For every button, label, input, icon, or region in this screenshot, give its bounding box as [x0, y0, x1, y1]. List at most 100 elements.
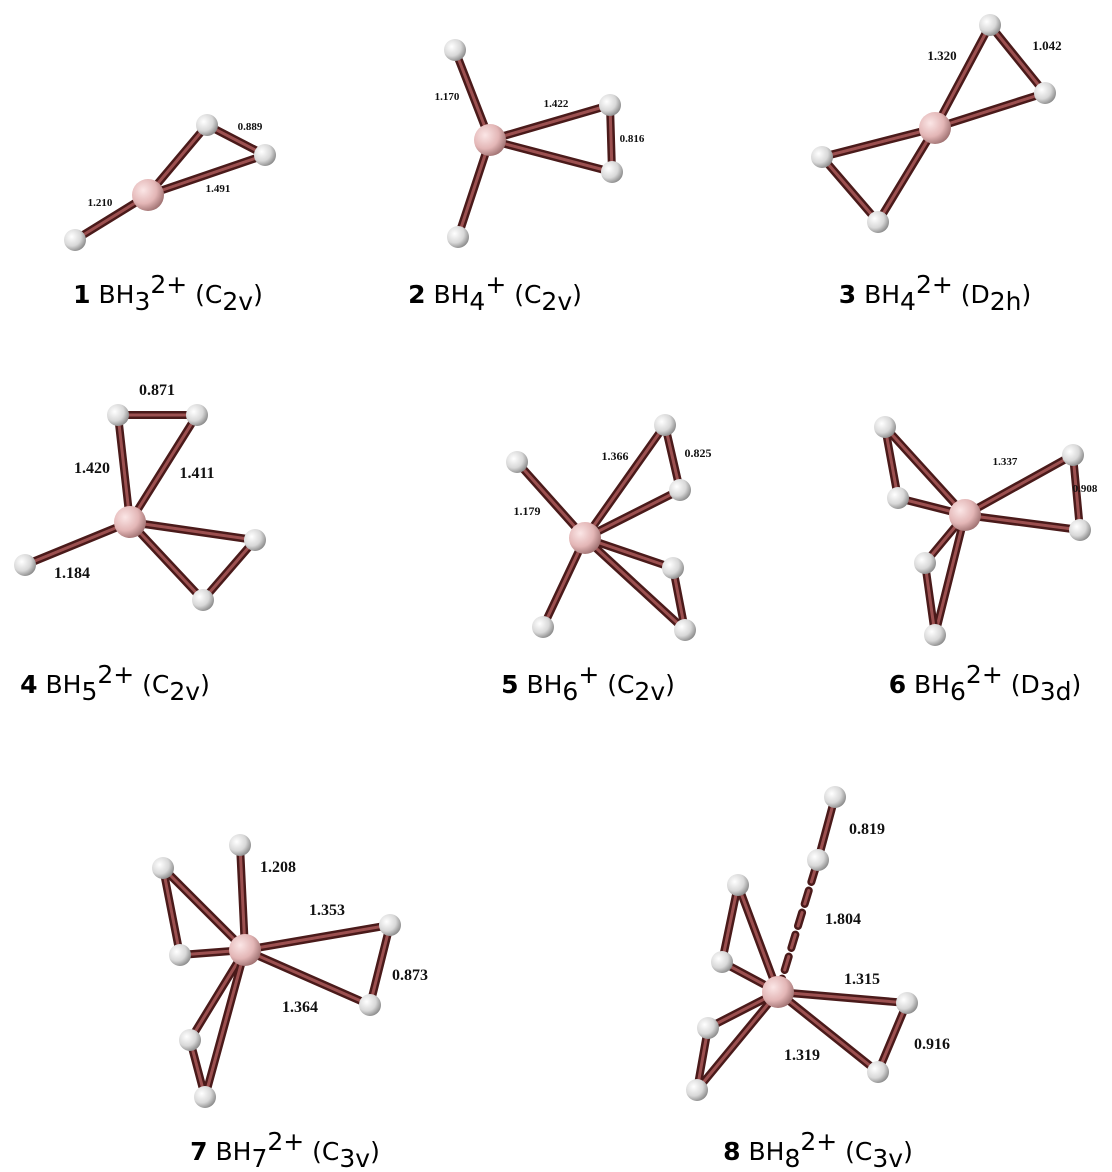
h-atom: [811, 146, 833, 168]
h-atom: [152, 857, 174, 879]
bond-length: 1.319: [784, 1047, 820, 1064]
figure: 1.2100.8891.4911 BH32+ (C2v)1.1701.4220.…: [0, 0, 1112, 1172]
b-atom: [229, 934, 261, 966]
h-atom: [107, 404, 129, 426]
bond-highlight: [490, 140, 612, 172]
h-atom: [867, 211, 889, 233]
h-atom: [1062, 444, 1084, 466]
h-atom: [697, 1017, 719, 1039]
caption-part: 3d: [1040, 677, 1072, 706]
bond-length: 1.320: [927, 48, 956, 63]
caption-part: 7: [190, 1137, 207, 1166]
caption: 2 BH4+ (C2v): [408, 270, 582, 316]
caption-part: ): [572, 280, 582, 309]
h-atom: [654, 414, 676, 436]
caption-part: ): [200, 670, 210, 699]
caption: 7 BH72+ (C3v): [190, 1127, 380, 1172]
caption-part: (C: [599, 670, 634, 699]
h-atom: [244, 529, 266, 551]
bond-length: 1.179: [514, 504, 541, 518]
caption-part: (C: [134, 670, 169, 699]
caption-part: 2+: [916, 270, 953, 299]
caption-part: BH: [38, 670, 82, 699]
bond-length: 0.816: [620, 133, 645, 145]
h-atom: [1069, 519, 1091, 541]
bond-highlight: [965, 455, 1073, 515]
h-atom: [194, 1086, 216, 1108]
caption-part: (C: [187, 280, 222, 309]
h-atom: [601, 161, 623, 183]
h-atom: [896, 992, 918, 1014]
caption-part: +: [485, 270, 506, 299]
caption-part: 6: [950, 677, 966, 706]
caption-part: 6: [562, 677, 578, 706]
h-atom: [532, 616, 554, 638]
h-atom: [711, 951, 733, 973]
b-atom: [114, 506, 146, 538]
bond-highlight: [25, 522, 130, 565]
h-atom: [169, 944, 191, 966]
caption-part: 2v: [169, 677, 200, 706]
bond-highlight: [203, 540, 255, 600]
caption-part: BH: [208, 1137, 252, 1166]
caption-part: BH: [741, 1137, 785, 1166]
h-atom: [229, 834, 251, 856]
h-atom: [179, 1029, 201, 1051]
h-atom: [379, 914, 401, 936]
bond-length: 0.825: [685, 446, 712, 460]
bond-length: 1.315: [844, 971, 880, 988]
bond-length: 0.819: [849, 821, 885, 838]
caption-part: 2h: [990, 287, 1022, 316]
caption-part: 3: [134, 287, 150, 316]
molecule: 1.1701.4220.8162 BH4+ (C2v): [408, 39, 645, 316]
caption-part: +: [578, 660, 599, 689]
bond-highlight: [370, 925, 390, 1005]
h-atom: [359, 994, 381, 1016]
caption-part: 8: [723, 1137, 740, 1166]
bond-length: 0.871: [139, 382, 175, 399]
h-atom: [447, 226, 469, 248]
caption-part: 2+: [97, 660, 134, 689]
caption-part: 4: [469, 287, 485, 316]
molecule: 1.3201.0423 BH42+ (D2h): [811, 14, 1062, 316]
h-atom: [686, 1079, 708, 1101]
h-atom: [599, 94, 621, 116]
bond-length: 1.184: [54, 565, 90, 582]
caption: 1 BH32+ (C2v): [73, 270, 263, 316]
b-atom: [919, 112, 951, 144]
molecule: 1.2081.3530.8731.3647 BH72+ (C3v): [152, 834, 428, 1172]
caption-part: 2v: [222, 287, 253, 316]
caption-part: BH: [519, 670, 563, 699]
caption-part: 1: [73, 280, 90, 309]
caption-part: 4: [900, 287, 916, 316]
caption-part: 3: [839, 280, 856, 309]
bond-length: 1.170: [435, 91, 460, 103]
bond-length: 1.210: [88, 197, 113, 209]
caption-part: (D: [1003, 670, 1040, 699]
h-atom: [196, 114, 218, 136]
caption-part: BH: [91, 280, 135, 309]
bond-length: 1.491: [206, 183, 231, 195]
bond-highlight: [965, 515, 1080, 530]
h-atom: [979, 14, 1001, 36]
caption-part: 6: [889, 670, 906, 699]
h-atom: [444, 39, 466, 61]
molecule: 1.3660.8251.1795 BH6+ (C2v): [501, 414, 711, 706]
h-atom: [807, 849, 829, 871]
caption-part: (C: [506, 280, 541, 309]
bond-highlight: [118, 415, 130, 522]
bond-highlight: [990, 25, 1045, 93]
caption-part: ): [665, 670, 675, 699]
caption: 6 BH62+ (D3d): [889, 660, 1082, 706]
h-atom: [727, 874, 749, 896]
b-atom: [949, 499, 981, 531]
caption-part: 2+: [267, 1127, 304, 1156]
caption-part: 2+: [800, 1127, 837, 1156]
h-atom: [669, 479, 691, 501]
caption: 3 BH42+ (D2h): [839, 270, 1032, 316]
bond-length: 1.420: [74, 460, 110, 477]
caption-part: 3v: [872, 1144, 903, 1172]
bond-length: 1.353: [309, 902, 345, 919]
caption-part: ): [1022, 280, 1032, 309]
